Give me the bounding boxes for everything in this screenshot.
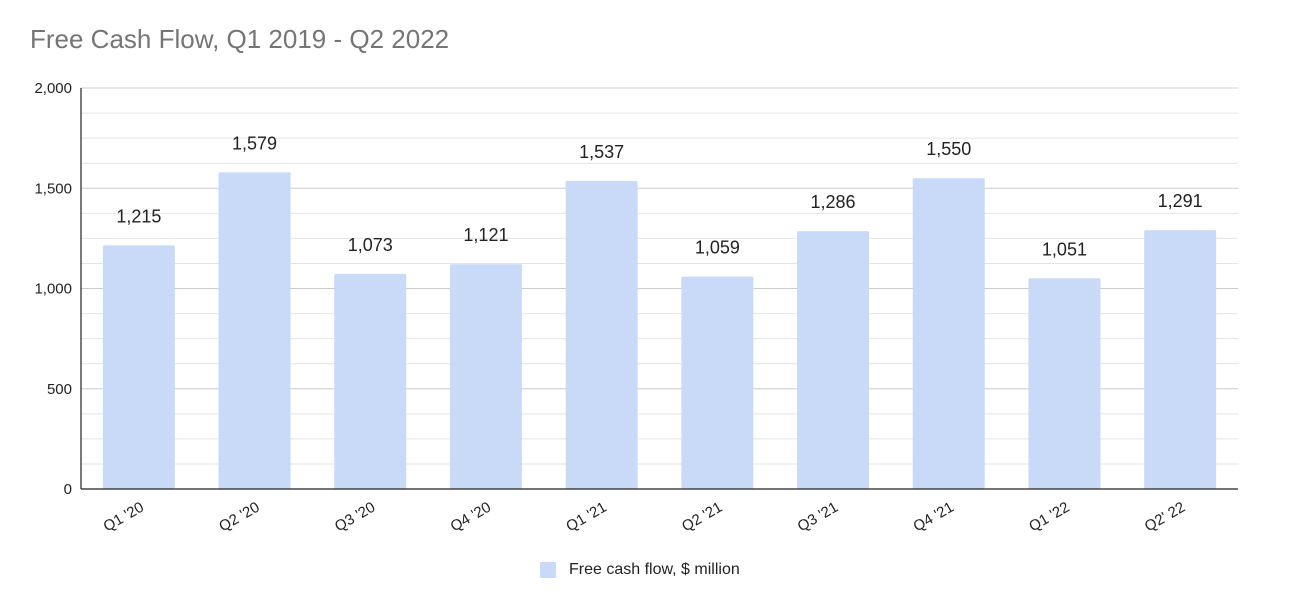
bar-value-label: 1,051 <box>1042 239 1087 259</box>
bar-value-label: 1,550 <box>926 139 971 159</box>
bar-value-label: 1,215 <box>116 206 161 226</box>
x-axis-ticks: Q1 '20 Q2 '20 Q3 '20 Q4 '20 Q1 '21 Q2 '21 Q3 '… <box>100 499 1188 536</box>
bar <box>565 180 638 490</box>
bar-value-label: 1,286 <box>811 192 856 212</box>
bar <box>1028 278 1101 489</box>
axes <box>80 88 1238 490</box>
x-tick-label: Q2 '20 <box>216 499 262 536</box>
bar <box>1144 230 1217 490</box>
bar-value-label: 1,537 <box>579 142 624 162</box>
y-tick-label: 1,500 <box>34 180 72 197</box>
y-tick-label: 0 <box>64 481 72 498</box>
bar-value-label: 1,121 <box>463 225 508 245</box>
bar-value-label: 1,579 <box>232 133 277 153</box>
legend: Free cash flow, $ million <box>540 558 740 582</box>
x-tick-label: Q1 '21 <box>563 499 609 536</box>
y-tick-label: 500 <box>47 381 72 398</box>
x-tick-label: Q4 '20 <box>448 499 494 536</box>
x-tick-label: Q1 '22 <box>1026 499 1072 536</box>
bar <box>449 264 522 489</box>
y-tick-label: 1,000 <box>34 281 72 298</box>
data-labels: 1,215 1,579 1,073 1,121 1,537 1,059 1,286 1,550… <box>116 133 1202 259</box>
x-tick-label: Q4 '21 <box>910 499 956 536</box>
bar <box>797 231 870 490</box>
bar <box>102 245 175 489</box>
x-tick-label: Q3 '20 <box>332 499 378 536</box>
y-tick-label: 2,000 <box>34 80 72 97</box>
x-tick-label: Q3 '21 <box>795 499 841 536</box>
bar <box>218 172 291 489</box>
chart-title: Free Cash Flow, Q1 2019 - Q2 2022 <box>30 24 450 54</box>
legend-swatch <box>540 562 556 578</box>
y-axis-ticks: 0 500 1,000 1,500 2,000 <box>34 80 72 498</box>
legend-label: Free cash flow, $ million <box>569 561 740 578</box>
bar <box>681 276 754 489</box>
bar-value-label: 1,073 <box>348 235 393 255</box>
bars <box>102 172 1217 490</box>
x-tick-label: Q2 '21 <box>679 499 725 536</box>
bar-value-label: 1,059 <box>695 238 740 258</box>
x-tick-label: Q1 '20 <box>100 499 146 536</box>
bar <box>912 178 985 489</box>
x-tick-label: Q2' 22 <box>1142 499 1188 536</box>
bar-value-label: 1,291 <box>1158 191 1203 211</box>
bar <box>334 273 407 489</box>
